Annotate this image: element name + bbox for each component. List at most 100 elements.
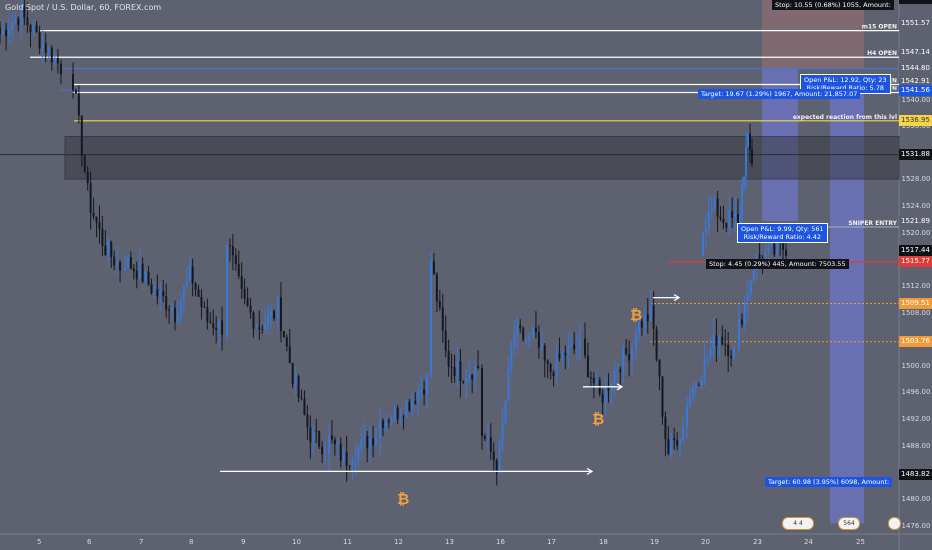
candle-body bbox=[339, 443, 342, 461]
candle-body bbox=[709, 349, 712, 358]
candle-body bbox=[176, 315, 179, 323]
candle-body bbox=[707, 211, 710, 230]
candle-body bbox=[676, 440, 679, 446]
date-tick-label: 10 bbox=[292, 538, 301, 546]
candle-body bbox=[405, 401, 408, 418]
candle-body bbox=[782, 243, 785, 251]
candle-body bbox=[738, 319, 740, 349]
candle-body bbox=[5, 29, 8, 37]
candle-body bbox=[501, 421, 504, 442]
candle-body bbox=[264, 323, 267, 330]
price-tick-label: 1480.00 bbox=[901, 495, 931, 503]
candle-body bbox=[89, 183, 92, 213]
candle-body bbox=[29, 25, 32, 32]
candle-body bbox=[495, 460, 498, 473]
candle-body bbox=[26, 17, 29, 26]
candle-body bbox=[481, 368, 483, 437]
candle-body bbox=[110, 241, 113, 257]
date-tick-label: 17 bbox=[547, 538, 556, 546]
candle-body bbox=[243, 288, 246, 299]
candle-body bbox=[212, 323, 215, 329]
candle-body bbox=[625, 348, 628, 355]
candle-body bbox=[104, 245, 107, 256]
candle-body bbox=[399, 416, 402, 420]
candle-body bbox=[700, 378, 703, 386]
candle-body bbox=[613, 370, 616, 384]
candle-body bbox=[237, 264, 240, 277]
candle-body bbox=[390, 419, 393, 423]
candle-body bbox=[710, 208, 713, 212]
candle-body bbox=[168, 309, 171, 311]
candle-body bbox=[318, 430, 321, 447]
candle-body bbox=[147, 271, 150, 285]
candle-body bbox=[174, 307, 176, 323]
candle-body bbox=[279, 297, 282, 332]
candle-body bbox=[14, 18, 17, 24]
candle-body bbox=[291, 363, 294, 385]
candle-body bbox=[528, 335, 531, 340]
candle-body bbox=[185, 280, 188, 288]
candle-body bbox=[543, 345, 546, 361]
target-label-1: Target: 19.67 (1.29%) 1967, Amount: 21,8… bbox=[698, 89, 861, 99]
candle-body bbox=[477, 365, 480, 369]
candle-body bbox=[691, 387, 694, 396]
candle-body bbox=[53, 57, 56, 63]
candle-body bbox=[32, 25, 35, 32]
candle-body bbox=[2, 29, 5, 35]
candle-body bbox=[724, 344, 727, 346]
candle-body bbox=[357, 447, 360, 462]
price-tick-label: 1528.00 bbox=[901, 175, 931, 184]
candle-body bbox=[637, 321, 640, 334]
candle-body bbox=[8, 30, 11, 37]
candle-body bbox=[652, 305, 655, 329]
candle-body bbox=[465, 378, 468, 383]
candle-body bbox=[252, 312, 255, 329]
candle-body bbox=[273, 311, 276, 319]
candle-body bbox=[330, 435, 333, 440]
candle-body bbox=[333, 439, 336, 445]
price-axis-tag: 1521.89 bbox=[899, 215, 932, 227]
candle-body bbox=[384, 420, 387, 429]
candle-body bbox=[745, 147, 747, 177]
candle-body bbox=[564, 352, 567, 356]
candle-body bbox=[35, 25, 38, 32]
candle-body bbox=[667, 439, 670, 454]
date-tick-label: 20 bbox=[701, 538, 710, 546]
candle-body bbox=[135, 270, 138, 280]
candle-body bbox=[297, 376, 300, 398]
candle-body bbox=[261, 329, 264, 331]
candle-body bbox=[267, 314, 270, 324]
price-axis-tag: 1547.14 bbox=[899, 47, 932, 59]
candle-body bbox=[328, 435, 330, 455]
candle-body bbox=[773, 243, 776, 255]
candle-body bbox=[719, 216, 722, 219]
pnl-box-2: Open P&L: 9.99, Qty: 561 Risk/Reward Rati… bbox=[737, 223, 828, 244]
candle-body bbox=[510, 346, 513, 367]
candle-body bbox=[785, 250, 788, 256]
candle-body bbox=[345, 451, 348, 466]
candle-body bbox=[492, 451, 495, 461]
candle-body bbox=[661, 376, 664, 417]
candle-body bbox=[716, 198, 719, 217]
price-axis-tag: 1536.95 bbox=[899, 115, 932, 127]
candle-body bbox=[664, 416, 667, 440]
candle-body bbox=[309, 427, 312, 443]
candle-body bbox=[179, 300, 182, 316]
candle-body bbox=[686, 405, 688, 428]
candle-body bbox=[498, 441, 501, 473]
candle-body bbox=[713, 198, 716, 209]
candle-body bbox=[240, 276, 243, 289]
candle-body bbox=[682, 427, 685, 439]
candle-body bbox=[770, 243, 773, 247]
level-label-0: m15 OPEN bbox=[862, 24, 897, 31]
price-tick-label: 1488.00 bbox=[901, 441, 931, 450]
event-badge: 564 bbox=[838, 517, 860, 530]
candle-body bbox=[300, 397, 303, 399]
candle-body bbox=[540, 345, 543, 348]
stop-label-1: Stop: 10.55 (0.68%) 1055, Amount: bbox=[772, 0, 894, 10]
candle-body bbox=[221, 320, 224, 335]
candle-body bbox=[728, 211, 731, 228]
candle-body bbox=[414, 400, 417, 404]
price-axis-tag: 1544.80 bbox=[899, 63, 932, 75]
